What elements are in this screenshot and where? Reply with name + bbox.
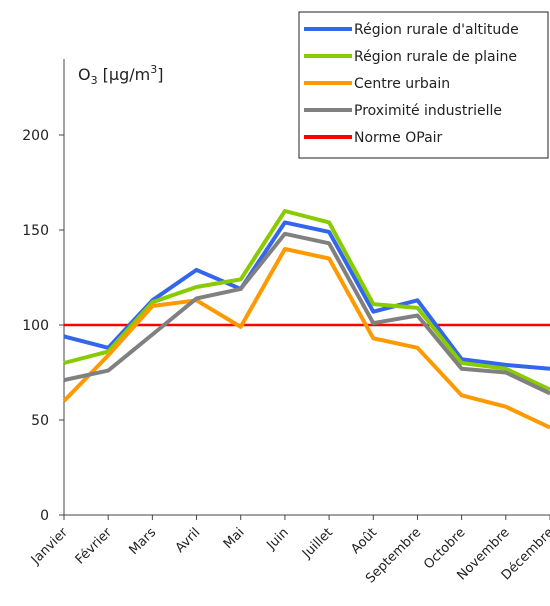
ylabel-superscript: 3	[150, 63, 157, 76]
legend-label: Centre urbain	[354, 76, 450, 92]
x-tick-label: Août	[348, 525, 380, 557]
y-tick-label: 150	[22, 223, 49, 239]
y-axis-title: O3 [µg/m3]	[78, 63, 163, 87]
y-tick-label: 50	[31, 413, 49, 429]
series-line-3	[63, 231, 550, 396]
x-tick-label: Avril	[173, 525, 204, 556]
ylabel-unit: [µg/m	[98, 65, 151, 84]
ylabel-main: O	[78, 65, 91, 84]
legend: Région rurale d'altitude Région rurale de…	[298, 11, 549, 159]
y-ticks: 0 50 100 150 200	[22, 128, 64, 524]
series-layer	[62, 209, 550, 430]
legend-label: Région rurale de plaine	[354, 49, 517, 65]
x-tick-label: Février	[73, 525, 116, 568]
y-tick-label: 0	[40, 508, 49, 524]
ylabel-subscript: 3	[91, 74, 98, 87]
x-tick-label: Janvier	[28, 525, 71, 568]
y-tick-label: 100	[22, 318, 49, 334]
y-tick-label: 200	[22, 128, 49, 144]
x-tick-label: Juillet	[299, 525, 336, 562]
legend-label: Norme OPair	[354, 130, 443, 146]
x-tick-label: Mars	[126, 525, 159, 558]
legend-label: Proximité industrielle	[354, 103, 502, 119]
series-line-2	[62, 247, 550, 430]
x-tick-label: Juin	[263, 525, 291, 553]
x-tick-label: Mai	[221, 525, 248, 552]
legend-label: Région rurale d'altitude	[354, 22, 519, 38]
legend-items: Région rurale d'altitude Région rurale de…	[304, 22, 519, 146]
x-ticks: Janvier Février Mars Avril Mai Juin Juillet Aoû…	[28, 515, 550, 586]
series-line-1	[63, 209, 550, 392]
ylabel-close: ]	[157, 65, 163, 84]
